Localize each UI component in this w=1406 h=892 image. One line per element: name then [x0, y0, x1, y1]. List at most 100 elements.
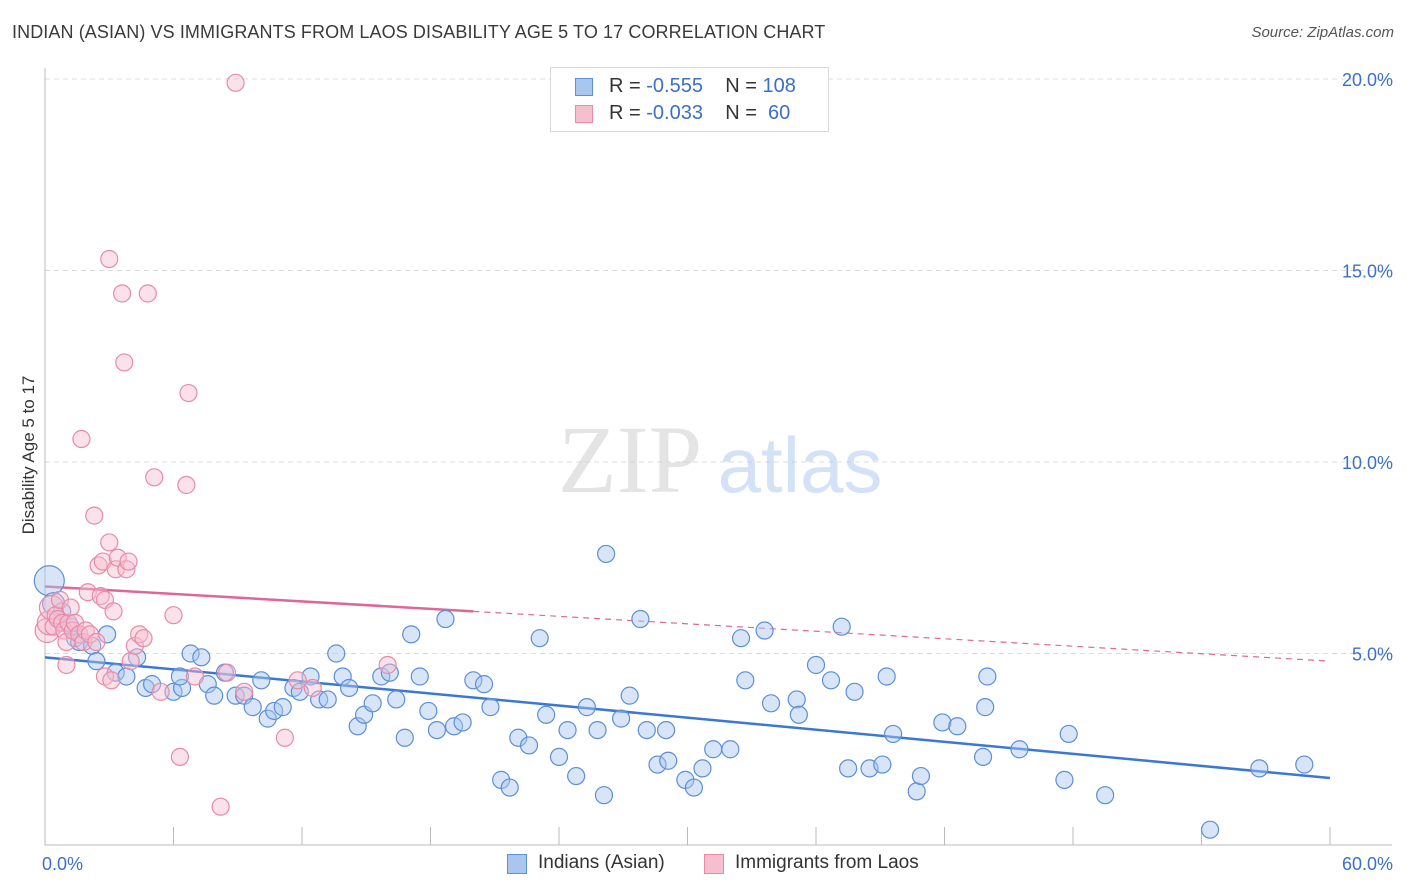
blue-data-point [594, 786, 614, 805]
pink-data-point [288, 671, 307, 690]
blue-data-point [419, 701, 438, 721]
pink-data-point [145, 468, 164, 487]
blue-data-point [530, 629, 549, 648]
blue-data-point [659, 751, 678, 770]
blue-data-point [620, 686, 639, 705]
blue-data-point [549, 747, 569, 767]
y-tick-label: 20.0% [1342, 70, 1393, 90]
legend-row-pink: R = -0.033 N = 60 [575, 102, 790, 126]
blue-data-point [612, 709, 631, 728]
pink-data-point [61, 598, 80, 617]
blue-data-point [402, 625, 421, 644]
blue-data-point [1059, 724, 1078, 744]
blue-data-point [410, 667, 429, 686]
blue-data-point [845, 682, 864, 701]
blue-data-point [1096, 786, 1115, 805]
blue-data-point [500, 778, 519, 797]
pink-data-point [164, 606, 183, 625]
blue-data-point [117, 667, 136, 686]
y-tick-label: 15.0% [1342, 262, 1393, 282]
blue-data-point [481, 698, 500, 717]
source-label: Source: ZipAtlas.com [1251, 24, 1394, 41]
blue-data-point [693, 759, 712, 778]
y-tick-label: 10.0% [1342, 453, 1393, 473]
blue-data-point [907, 782, 926, 801]
blue-data-point [978, 667, 997, 686]
blue-data-point [1250, 759, 1269, 778]
blue-data-point [327, 644, 346, 663]
blue-r-value: -0.555 [646, 75, 703, 97]
pink-trend-line [44, 585, 474, 613]
pink-r-value: -0.033 [646, 102, 703, 124]
blue-data-point [395, 728, 414, 747]
legend-row-blue: R = -0.555 N = 108 [575, 75, 796, 99]
blue-data-point [704, 740, 723, 759]
blue-data-point [444, 717, 464, 736]
blue-data-point [537, 705, 556, 724]
pink-data-point [119, 552, 138, 571]
blue-data-point [1010, 740, 1029, 759]
blue-data-point [631, 609, 650, 629]
blue-data-point [164, 682, 183, 701]
blue-n-value: 108 [762, 75, 796, 97]
pink-data-point [138, 284, 157, 303]
axes [44, 68, 1392, 846]
tick-labels: 5.0% 10.0% 15.0% 20.0% 0.0% 60.0% [42, 70, 1393, 874]
blue-data-point [656, 720, 676, 740]
y-axis-label: Disability Age 5 to 17 [19, 376, 38, 535]
blue-data-point [464, 671, 483, 690]
blue-data-point [731, 629, 751, 648]
blue-data-point [1055, 770, 1074, 789]
pink-data-point [226, 73, 245, 92]
blue-data-point [577, 698, 596, 717]
blue-data-point [243, 698, 262, 717]
blue-data-point [976, 698, 995, 717]
blue-data-point [265, 701, 284, 721]
pink-data-point [170, 747, 190, 767]
blue-data-point [588, 720, 607, 740]
blue-data-point [1295, 755, 1314, 774]
watermark-zip: ZIP [558, 406, 702, 513]
blue-data-point [363, 694, 382, 713]
pink-data-point [177, 475, 196, 495]
blue-data-point [597, 544, 616, 564]
blue-data-point [806, 655, 826, 675]
blue-data-point [877, 667, 896, 686]
blue-data-point [973, 747, 993, 767]
pink-legend-swatch [704, 854, 724, 874]
blue-data-point [205, 686, 224, 705]
blue-data-point [787, 690, 806, 709]
blue-data-point [933, 713, 952, 732]
blue-data-point [252, 671, 271, 690]
blue-data-point [436, 609, 455, 629]
blue-data-point [755, 621, 774, 640]
pink-trend-line-dashed [473, 610, 1331, 662]
blue-data-point [87, 652, 106, 671]
pink-data-point [378, 655, 397, 675]
pink-swatch [575, 105, 593, 123]
correlation-legend: R = -0.555 N = 108 R = -0.033 N = 60 [550, 67, 829, 132]
blue-trend-line [44, 656, 1331, 780]
blue-data-point [427, 720, 447, 740]
pink-data-point [87, 632, 106, 652]
legend-blue-text: R = -0.555 N = 108 [609, 75, 796, 97]
blue-data-point [474, 675, 494, 694]
pink-data-point [151, 682, 170, 701]
blue-data-point [684, 778, 704, 797]
legend-pink-text: R = -0.033 N = 60 [609, 102, 791, 124]
blue-legend-label: Indians (Asian) [538, 852, 665, 873]
pink-data-point [121, 652, 140, 671]
blue-swatch [575, 78, 593, 96]
blue-data-point [637, 720, 656, 740]
pink-data-point [57, 655, 76, 675]
x-tick-label: 0.0% [42, 854, 83, 874]
blue-data-point [1200, 820, 1220, 839]
blue-legend-swatch [507, 854, 527, 874]
pink-data-point [275, 728, 294, 747]
pink-data-point [72, 429, 91, 449]
blue-data-point [318, 690, 337, 709]
x-tick-label: 60.0% [1342, 854, 1393, 874]
blue-data-point [192, 648, 211, 667]
blue-data-point [340, 678, 359, 698]
